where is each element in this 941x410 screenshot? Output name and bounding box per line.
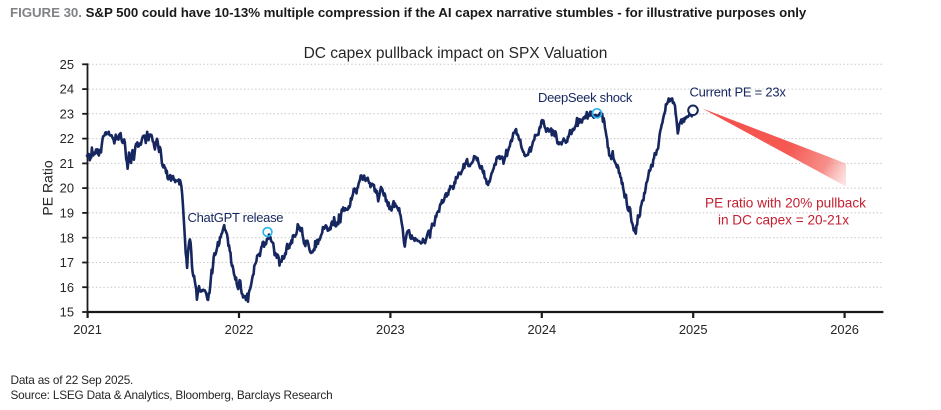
svg-text:DC capex pullback impact on SP: DC capex pullback impact on SPX Valuatio… <box>304 45 608 62</box>
svg-text:2023: 2023 <box>376 322 405 337</box>
svg-text:16: 16 <box>60 280 74 295</box>
svg-text:18: 18 <box>60 230 74 245</box>
svg-text:21: 21 <box>60 156 74 171</box>
svg-text:in DC capex = 20-21x: in DC capex = 20-21x <box>718 213 849 228</box>
svg-text:2022: 2022 <box>225 322 254 337</box>
svg-text:20: 20 <box>60 181 74 196</box>
svg-text:Data as of 22 Sep 2025.: Data as of 22 Sep 2025. <box>11 373 134 387</box>
svg-text:PE Ratio: PE Ratio <box>40 160 56 215</box>
svg-text:25: 25 <box>60 57 74 72</box>
svg-text:15: 15 <box>60 305 74 320</box>
svg-text:22: 22 <box>60 131 74 146</box>
svg-text:2024: 2024 <box>527 322 556 337</box>
svg-text:ChatGPT release: ChatGPT release <box>188 210 284 225</box>
svg-text:Source: LSEG Data & Analytics,: Source: LSEG Data & Analytics, Bloomberg… <box>11 388 333 402</box>
svg-text:23: 23 <box>60 106 74 121</box>
svg-text:2021: 2021 <box>73 322 102 337</box>
svg-text:24: 24 <box>60 82 74 97</box>
svg-text:PE ratio with 20% pullback: PE ratio with 20% pullback <box>705 196 866 211</box>
svg-text:17: 17 <box>60 255 74 270</box>
svg-text:FIGURE 30. S&P 500 could have: FIGURE 30. S&P 500 could have 10-13% mul… <box>10 5 807 20</box>
svg-text:2025: 2025 <box>679 322 708 337</box>
svg-text:DeepSeek shock: DeepSeek shock <box>538 90 633 105</box>
svg-text:Current PE = 23x: Current PE = 23x <box>690 85 787 100</box>
svg-text:2026: 2026 <box>830 322 859 337</box>
svg-text:19: 19 <box>60 206 74 221</box>
